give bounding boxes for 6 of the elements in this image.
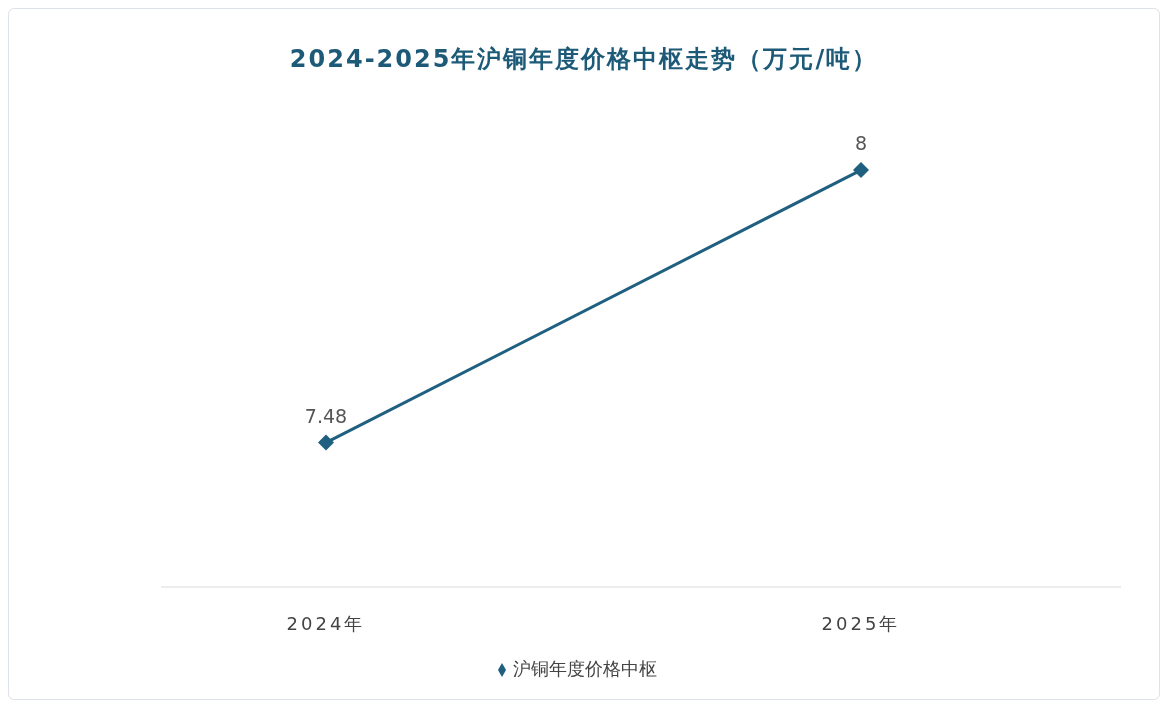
legend-label: 沪铜年度价格中枢 — [513, 658, 657, 679]
data-label: 7.48 — [304, 404, 348, 427]
chart-title: 2024-2025年沪铜年度价格中枢走势（万元/吨） — [288, 44, 880, 75]
x-tick-label: 2024年 — [286, 612, 366, 634]
data-label: 8 — [854, 132, 868, 155]
x-tick-label: 2025年 — [821, 612, 901, 634]
